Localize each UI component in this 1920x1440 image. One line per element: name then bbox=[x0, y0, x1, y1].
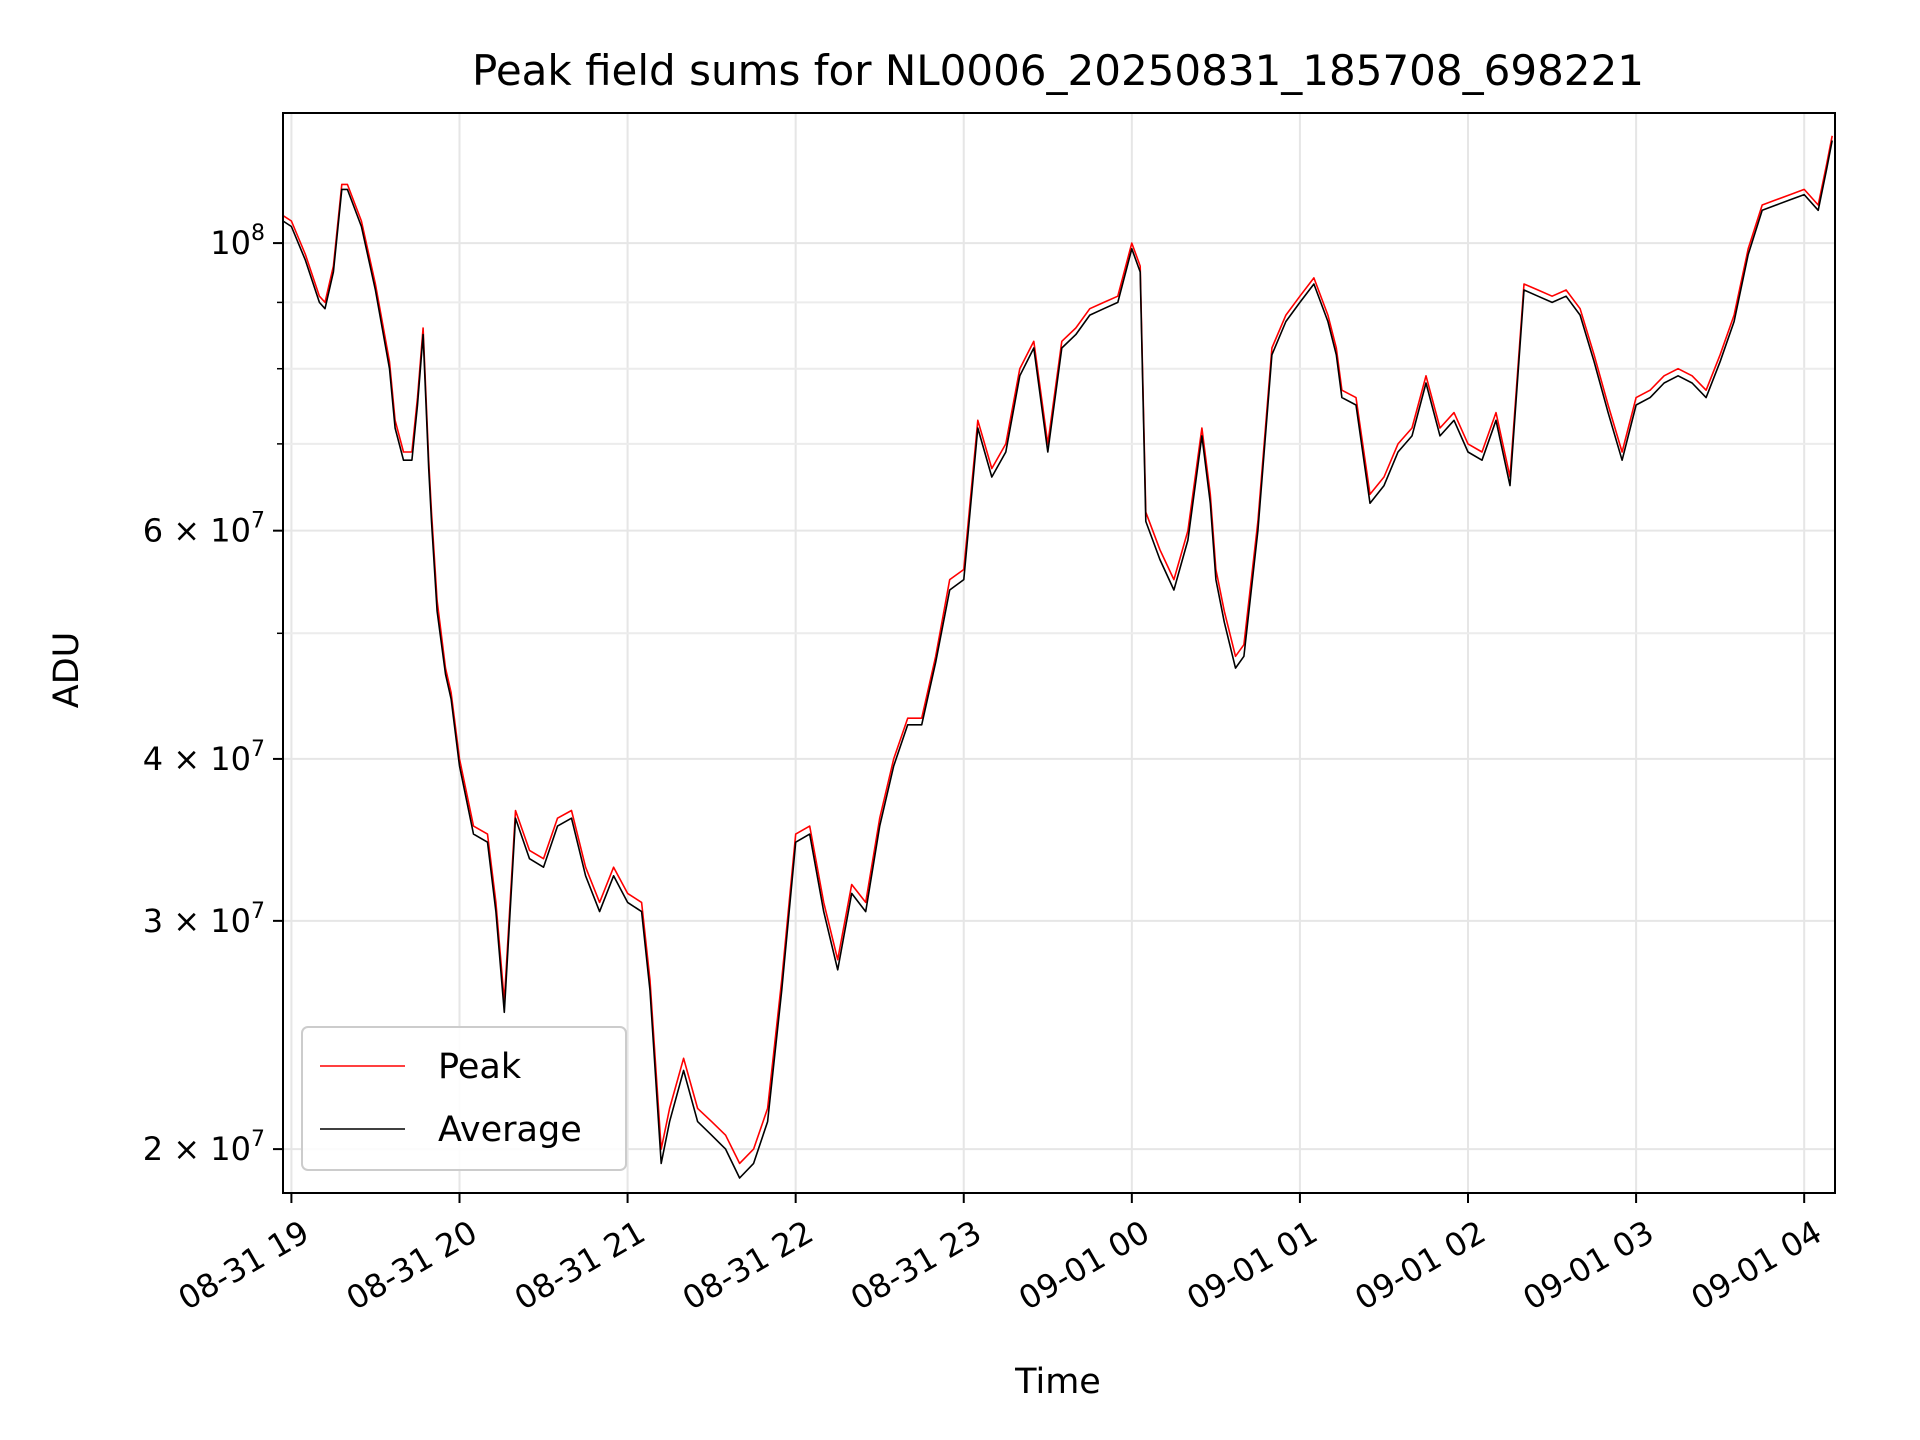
y-tick-label: 6 × 107 bbox=[143, 509, 265, 550]
plot-area-frame bbox=[282, 112, 1836, 1194]
y-axis-ticks: 108 6 × 107 4 × 107 3 × 107 2 × 107 bbox=[143, 221, 283, 1168]
y-axis-title: ADU bbox=[47, 632, 87, 709]
x-axis-title: Time bbox=[1014, 1362, 1101, 1402]
y-tick-label: 2 × 107 bbox=[143, 1127, 265, 1168]
legend-box bbox=[301, 1026, 627, 1171]
legend-label-average: Average bbox=[438, 1110, 582, 1150]
series-line-average bbox=[282, 140, 1833, 1179]
grid-lines bbox=[283, 113, 1835, 1193]
legend-label-peak: Peak bbox=[438, 1047, 522, 1087]
legend: Peak Average bbox=[301, 1026, 627, 1171]
y-tick-label: 108 bbox=[210, 221, 265, 262]
series-line-peak bbox=[282, 135, 1833, 1165]
y-tick-label: 4 × 107 bbox=[143, 737, 265, 778]
series-lines bbox=[282, 135, 1833, 1179]
chart-title: Peak field sums for NL0006_20250831_1857… bbox=[472, 46, 1644, 95]
y-tick-label: 3 × 107 bbox=[143, 899, 265, 940]
